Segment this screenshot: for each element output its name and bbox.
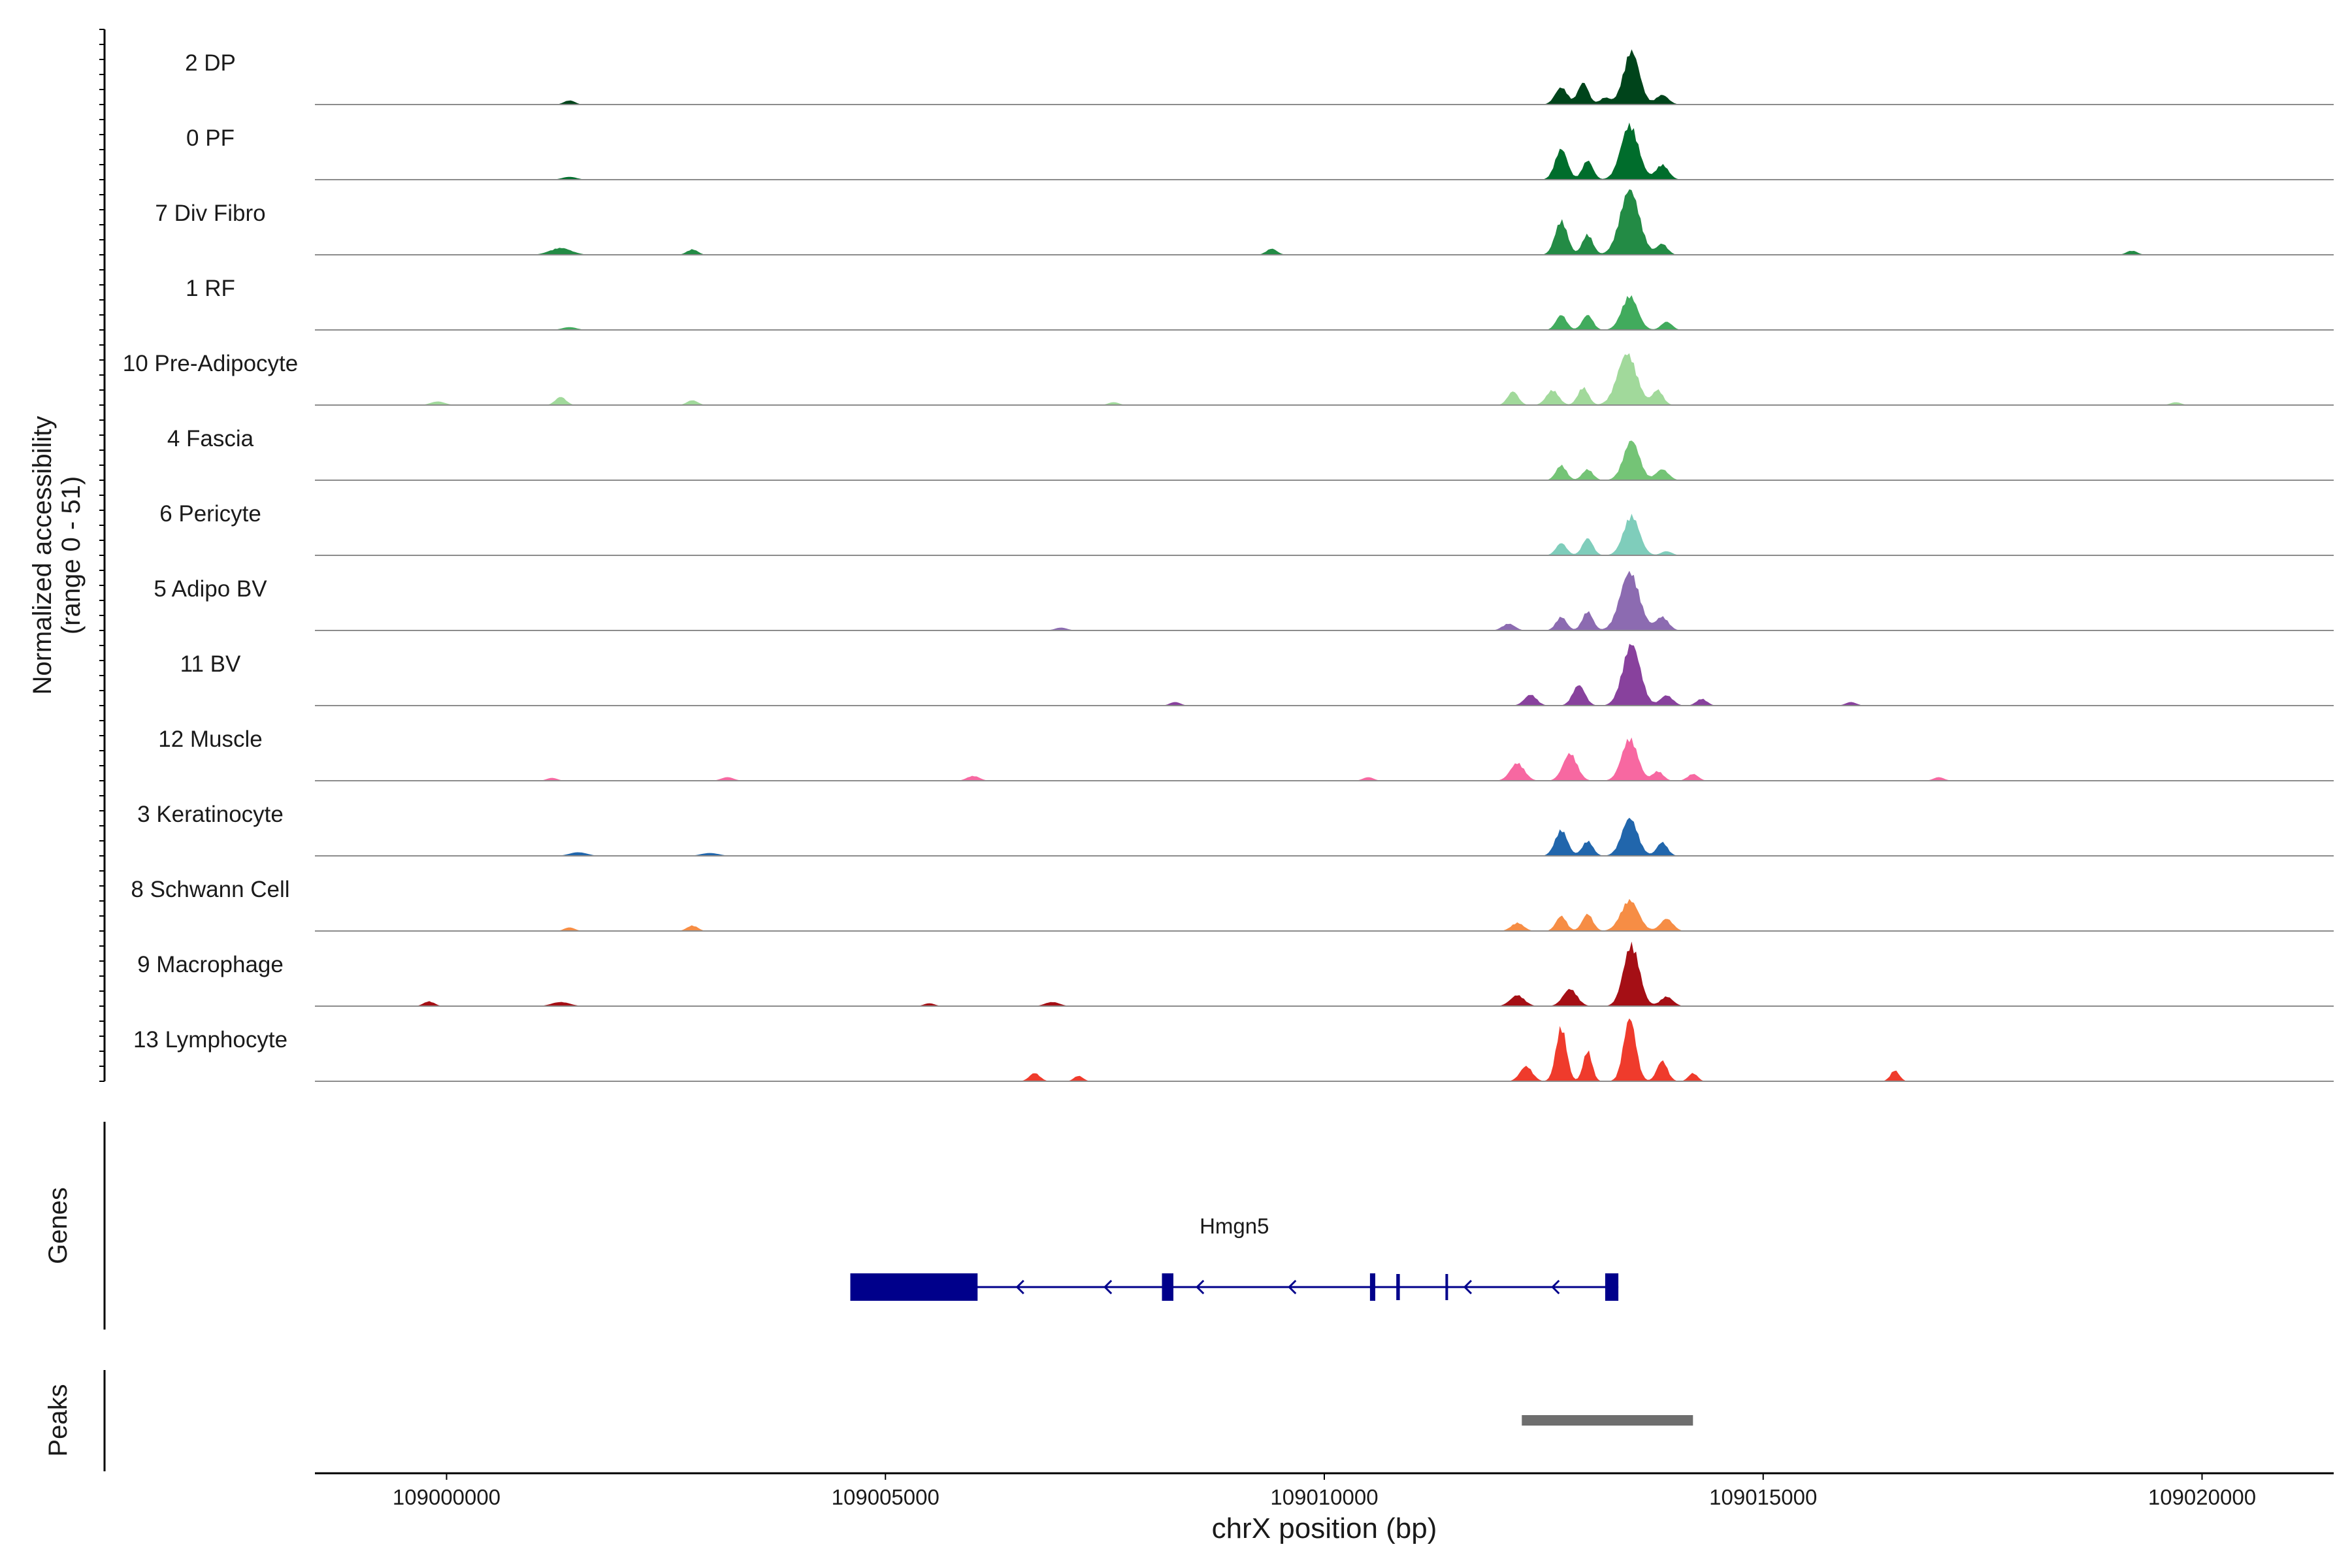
coverage-area (315, 514, 2334, 555)
strand-arrow (1463, 1279, 1473, 1295)
coverage-area (315, 189, 2334, 255)
coverage-area (315, 295, 2334, 330)
x-tick-label: 109010000 (1270, 1485, 1378, 1509)
gene-name-label: Hmgn5 (1200, 1214, 1269, 1238)
strand-arrow (1551, 1279, 1560, 1295)
tracks-layer: 2 DP 0 PF 7 Div Fibro 1 RF 10 Pre-Adipocyte 4… (123, 49, 2334, 1082)
peak-regions (1522, 1415, 1693, 1426)
track-11: 3 Keratinocyte (137, 802, 2334, 857)
gene-exon (1162, 1273, 1173, 1301)
track-label: 4 Fascia (167, 426, 254, 451)
gene-model: Hmgn5 (850, 1214, 1619, 1301)
strand-arrow (1288, 1279, 1297, 1295)
peaks-panel-label: Peaks (44, 1384, 73, 1456)
track-label: 11 BV (180, 651, 241, 677)
x-axis-label: chrX position (bp) (1212, 1512, 1437, 1544)
coverage-area (315, 440, 2334, 480)
track-3: 7 Div Fibro (155, 189, 2334, 255)
track-5: 10 Pre-Adipocyte (123, 351, 2334, 406)
strand-arrow (1103, 1279, 1113, 1295)
y-axis-label-line1: Normalized accessibility (28, 416, 57, 695)
gene-exon (1605, 1273, 1619, 1301)
coverage-area (315, 941, 2334, 1006)
track-2: 0 PF (186, 122, 2334, 180)
track-12: 8 Schwann Cell (131, 877, 2334, 932)
track-9: 11 BV (180, 644, 2334, 706)
strand-arrow (1015, 1279, 1024, 1295)
track-7: 6 Pericyte (159, 501, 2334, 556)
peak-region-bar (1522, 1415, 1693, 1426)
track-label: 12 Muscle (158, 727, 263, 752)
track-label: 1 RF (186, 276, 235, 301)
coverage-area (315, 737, 2334, 781)
track-label: 8 Schwann Cell (131, 877, 289, 902)
track-label: 7 Div Fibro (155, 201, 265, 226)
track-label: 13 Lymphocyte (133, 1027, 287, 1053)
coverage-area (315, 898, 2334, 931)
gene-exon (1445, 1274, 1448, 1300)
coverage-area (315, 49, 2334, 105)
track-label: 5 Adipo BV (154, 576, 267, 602)
track-4: 1 RF (186, 276, 2334, 331)
gene-exon (1369, 1273, 1375, 1301)
coverage-area (315, 122, 2334, 180)
track-label: 10 Pre-Adipocyte (123, 351, 298, 376)
track-13: 9 Macrophage (137, 941, 2334, 1007)
x-tick-label: 109000000 (393, 1485, 500, 1509)
track-label: 6 Pericyte (159, 501, 261, 527)
track-label: 3 Keratinocyte (137, 802, 284, 827)
track-14: 13 Lymphocyte (133, 1018, 2334, 1082)
track-6: 4 Fascia (167, 426, 2334, 481)
track-label: 0 PF (186, 125, 235, 151)
track-10: 12 Muscle (158, 727, 2334, 781)
track-1: 2 DP (185, 49, 2334, 105)
x-tick-label: 109005000 (832, 1485, 939, 1509)
track-label: 2 DP (185, 50, 236, 76)
x-tick-label: 109020000 (2148, 1485, 2256, 1509)
coverage-area (315, 570, 2334, 630)
x-tick-label: 109015000 (1709, 1485, 1817, 1509)
coverage-area (315, 817, 2334, 856)
strand-arrow (1196, 1279, 1205, 1295)
coverage-area (315, 1018, 2334, 1081)
coverage-y-ticks (99, 29, 105, 1082)
y-axis-label-line2: (range 0 - 51) (57, 476, 86, 634)
gene-exon (1396, 1274, 1400, 1300)
track-8: 5 Adipo BV (154, 570, 2334, 631)
x-axis-ticks: 109000000 109005000 109010000 109015000 1090… (393, 1473, 2256, 1509)
coverage-area (315, 644, 2334, 706)
coverage-area (315, 353, 2334, 405)
gene-exon (850, 1273, 978, 1301)
track-label: 9 Macrophage (137, 952, 284, 977)
genes-panel-label: Genes (44, 1187, 73, 1264)
